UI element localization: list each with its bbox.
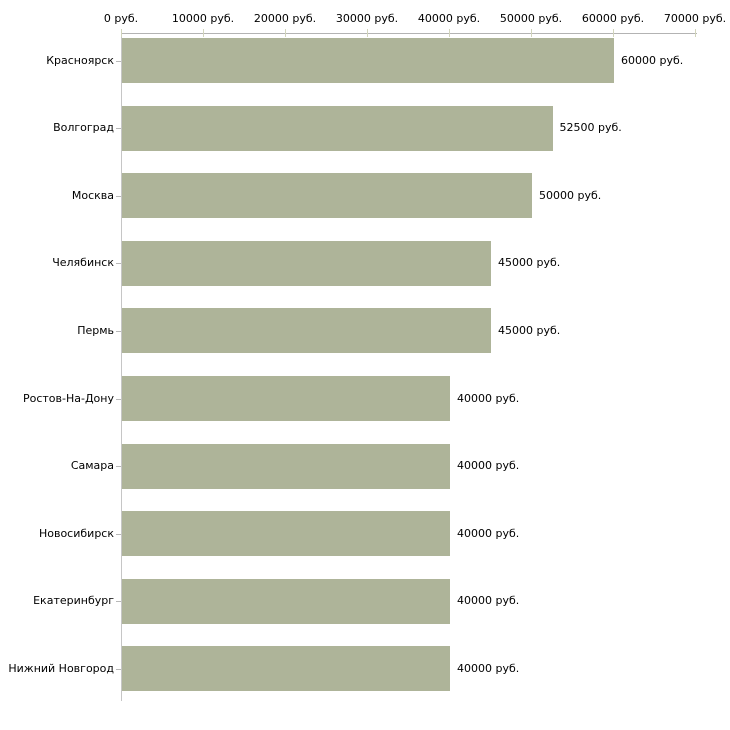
bar	[122, 105, 553, 151]
category-label: Екатеринбург	[33, 594, 114, 608]
value-label: 40000 руб.	[457, 391, 520, 405]
category-label: Красноярск	[46, 53, 114, 67]
x-axis-tick-label: 30000 руб.	[335, 12, 399, 25]
y-axis-tick	[116, 533, 121, 535]
value-label: 52500 руб.	[559, 121, 622, 135]
bar	[122, 240, 491, 286]
bar	[122, 376, 450, 421]
bar	[122, 173, 532, 219]
x-axis-tick-label: 60000 руб.	[581, 12, 645, 25]
y-axis-tick	[116, 668, 121, 670]
bar	[122, 578, 450, 624]
bar	[122, 511, 450, 557]
y-axis-tick	[116, 60, 121, 62]
category-label: Новосибирск	[38, 526, 114, 540]
x-axis-tick-label: 50000 руб.	[499, 12, 563, 25]
value-label: 40000 руб.	[457, 526, 520, 540]
value-label: 40000 руб.	[457, 594, 520, 608]
y-axis-tick	[116, 195, 121, 197]
y-axis-tick	[116, 330, 121, 332]
x-axis-tick	[613, 29, 614, 37]
category-label: Волгоград	[53, 121, 114, 135]
x-axis-tick-label: 20000 руб.	[253, 12, 317, 25]
y-axis-tick	[116, 601, 121, 603]
x-axis-tick-label: 10000 руб.	[171, 12, 235, 25]
x-axis-tick	[285, 29, 286, 37]
value-label: 60000 руб.	[621, 53, 684, 67]
value-label: 50000 руб.	[539, 188, 602, 202]
value-label: 40000 руб.	[457, 459, 520, 473]
bar	[122, 38, 614, 83]
x-axis-tick-label: 0 руб.	[103, 12, 139, 25]
category-label: Челябинск	[52, 256, 114, 270]
value-label: 40000 руб.	[457, 661, 520, 675]
category-label: Ростов-На-Дону	[22, 391, 114, 405]
category-label: Пермь	[77, 323, 114, 337]
y-axis-tick	[116, 466, 121, 468]
bar	[122, 308, 491, 354]
x-axis-tick-label: 40000 руб.	[417, 12, 481, 25]
x-axis-tick	[121, 29, 122, 37]
category-label: Москва	[71, 188, 114, 202]
bar	[122, 646, 450, 692]
category-label: Нижний Новгород	[8, 661, 114, 675]
x-axis-tick	[449, 29, 450, 37]
category-label: Самара	[70, 459, 114, 473]
x-axis-tick	[531, 29, 532, 37]
x-axis-tick-label: 70000 руб.	[663, 12, 727, 25]
x-axis-tick	[695, 29, 696, 37]
y-axis-tick	[116, 398, 121, 400]
x-axis-tick	[203, 29, 204, 37]
x-axis-line	[121, 33, 697, 34]
x-axis-tick	[367, 29, 368, 37]
y-axis-tick	[116, 128, 121, 130]
y-axis-line	[121, 33, 122, 701]
value-label: 45000 руб.	[498, 323, 561, 337]
y-axis-tick	[116, 263, 121, 265]
bar	[122, 443, 450, 489]
value-label: 45000 руб.	[498, 256, 561, 270]
